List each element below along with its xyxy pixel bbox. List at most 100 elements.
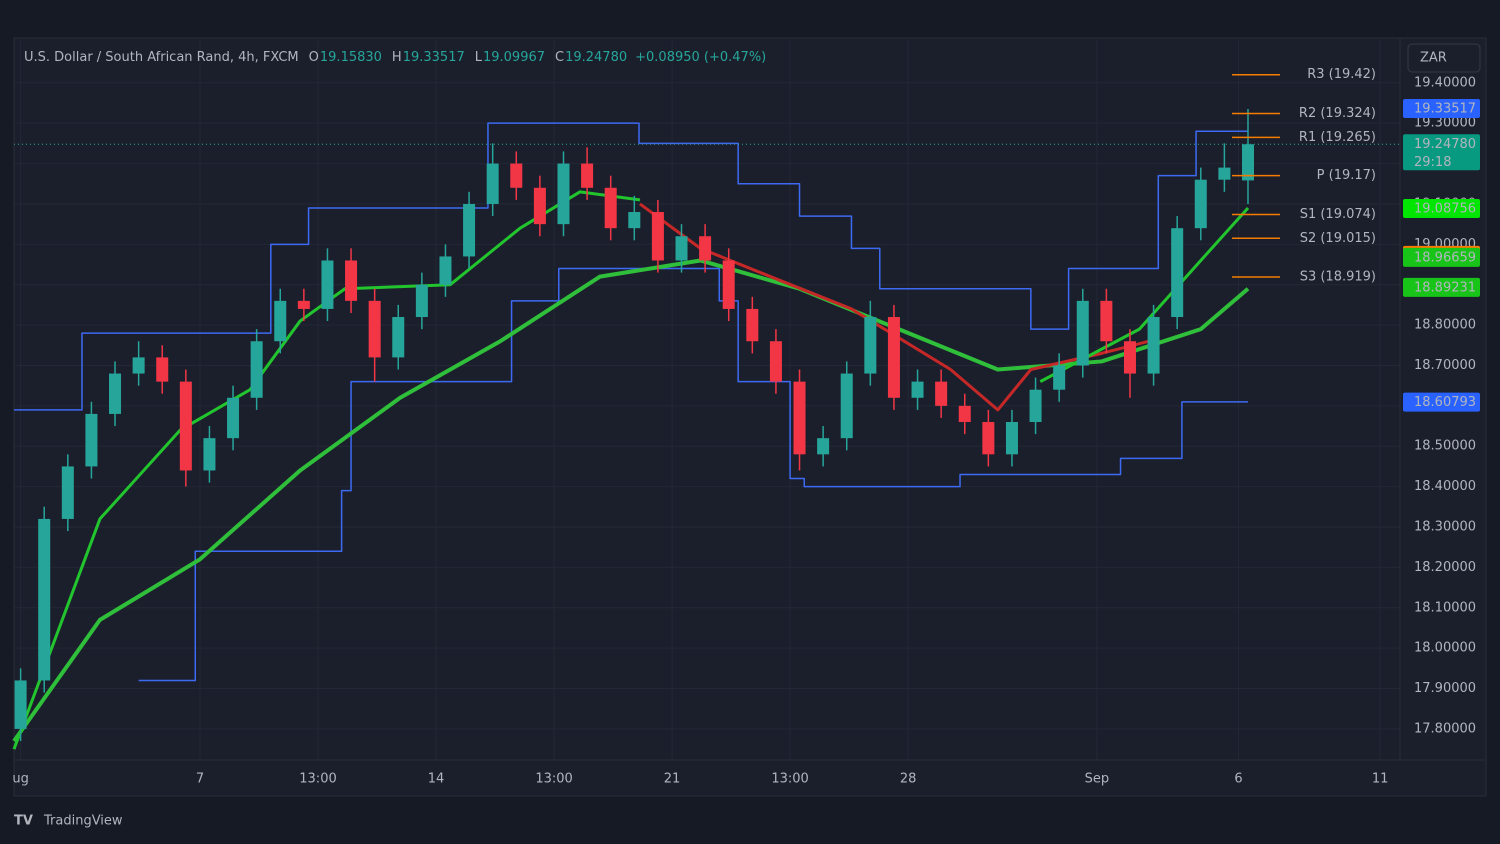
candle-body [38, 518, 51, 681]
candle-body [628, 212, 641, 229]
price-tag [1403, 277, 1480, 297]
price-tag-label: 18.60793 [1414, 395, 1476, 410]
pivot-label: S2 (19.015) [1300, 231, 1376, 246]
ohlc-value: +0.08950 (+0.47%) [635, 50, 766, 65]
pivot-label: S1 (19.074) [1300, 207, 1376, 222]
ohlc-label: H [392, 50, 402, 65]
ohlc: O19.15830 H19.33517 L19.09967 C19.24780 +0.0… [309, 50, 767, 65]
x-tick-label: ug [12, 772, 29, 787]
x-tick-label: 14 [428, 772, 445, 787]
pivot-label: R1 (19.265) [1299, 130, 1376, 145]
ohlc-value: 19.09967 [483, 50, 545, 65]
pivot-label: R2 (19.324) [1299, 106, 1376, 121]
y-tick-label: 19.30000 [1414, 116, 1476, 131]
y-tick-label: 18.20000 [1414, 560, 1476, 575]
candle-body [651, 212, 664, 261]
candle-body [321, 260, 334, 309]
y-tick-label: 18.40000 [1414, 479, 1476, 494]
y-tick-label: 18.00000 [1414, 641, 1476, 656]
candle-body [368, 300, 381, 358]
candle-body [250, 341, 263, 398]
pivot-label: S3 (18.919) [1300, 270, 1376, 285]
currency-box[interactable] [1407, 43, 1481, 73]
candle-body [156, 357, 169, 382]
plot: R3 (19.42) R2 (19.324) R1 (19.265) P (19.17… [12, 67, 1400, 750]
price-tag [1403, 392, 1480, 412]
y-tick-label: 18.10000 [1414, 600, 1476, 615]
price-tag-label: 18.96659 [1414, 250, 1476, 265]
x-tick-label: 13:00 [299, 772, 336, 787]
candle-body [1100, 300, 1113, 342]
y-tick-label: 18.70000 [1414, 358, 1476, 373]
candle-body [1218, 167, 1231, 180]
candle-body [1171, 228, 1184, 318]
ohlc-label: O [309, 50, 319, 65]
header: U.S. Dollar / South African Rand, 4h, FX… [24, 50, 766, 65]
candle-body [581, 163, 594, 188]
candle-body [1005, 422, 1018, 455]
chart-title: U.S. Dollar / South African Rand, 4h, FX… [24, 50, 299, 65]
candle-body [533, 187, 546, 225]
moving-average [1039, 206, 1250, 383]
candle-body [1194, 179, 1207, 229]
x-tick-label: 13:00 [771, 772, 808, 787]
price-tag [1403, 98, 1480, 118]
price-tag-label: 19.33517 [1414, 101, 1476, 116]
candle-body [1241, 144, 1254, 181]
channel-line [14, 122, 1248, 411]
candle-body [486, 163, 499, 204]
currency: ZAR [1420, 51, 1447, 66]
candle-body [699, 236, 712, 261]
candle-body [982, 422, 995, 455]
pivot-label: R3 (19.42) [1307, 67, 1376, 82]
ohlc-label: C [555, 50, 564, 65]
candle-body [722, 260, 735, 309]
candle-body [227, 397, 240, 439]
x-tick-label: Sep [1085, 772, 1110, 787]
y-tick-label: 18.30000 [1414, 519, 1476, 534]
candle-body [604, 187, 617, 229]
candle-body [864, 317, 877, 374]
ohlc-value: 19.15830 [320, 50, 382, 65]
candle-body [746, 308, 759, 342]
x-tick-label: 7 [196, 772, 204, 787]
candle-body [109, 373, 122, 414]
candle-body [557, 163, 570, 225]
candle-body [1076, 300, 1089, 366]
candle-body [675, 236, 688, 261]
candle-body [439, 256, 452, 285]
candle-body [840, 373, 853, 439]
grid [14, 40, 1400, 760]
candle-body [510, 163, 523, 188]
candle-body [769, 341, 782, 382]
candle-body [793, 381, 806, 455]
price-tag-label: 19.24780 [1414, 137, 1476, 152]
x-tick-label: 21 [664, 772, 681, 787]
candle-body [911, 381, 924, 398]
price-tag [1403, 198, 1480, 218]
y-tick-label: 18.50000 [1414, 439, 1476, 454]
candle-body [817, 438, 830, 455]
candle-body [132, 357, 145, 374]
x-tick-label: 6 [1234, 772, 1242, 787]
x-tick-label: 13:00 [535, 772, 572, 787]
x-tick-label: 11 [1372, 772, 1389, 787]
candle-body [392, 317, 405, 358]
candle-body [415, 284, 428, 318]
price-tag [1403, 247, 1480, 267]
candle-body [14, 680, 27, 729]
brand: TradingView [43, 814, 123, 829]
price-tag-countdown: 29:18 [1414, 155, 1451, 170]
candle-body [345, 260, 358, 301]
y-tick-label: 17.80000 [1414, 721, 1476, 736]
y-tick-label: 19.40000 [1414, 75, 1476, 90]
candle-body [85, 413, 98, 467]
pivot-label: P (19.17) [1317, 168, 1376, 183]
chart-pane [13, 37, 1487, 797]
candle-body [203, 438, 216, 471]
candle-body [887, 317, 900, 398]
logo: TV TradingView [14, 814, 123, 829]
candle-body [1123, 341, 1136, 374]
